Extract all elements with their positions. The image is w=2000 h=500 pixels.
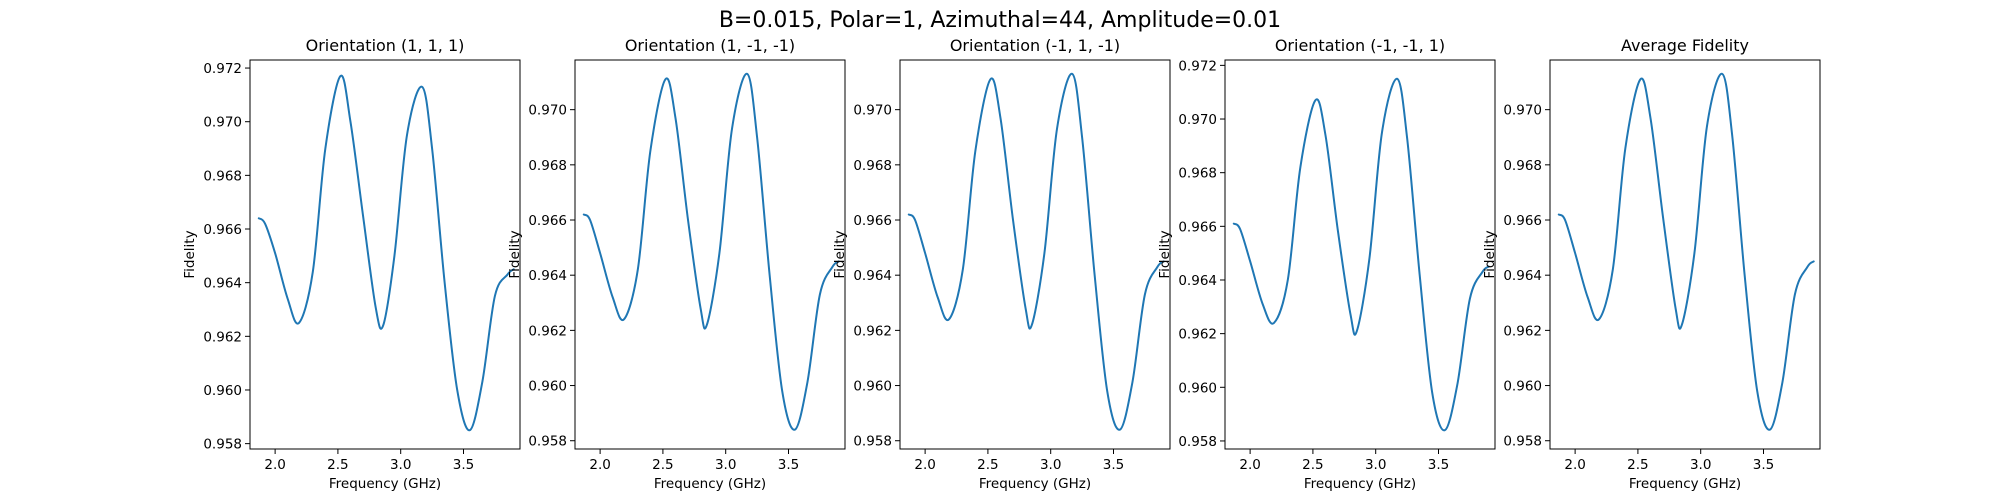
x-tick-label: 3.5 [453, 457, 474, 473]
y-tick-label: 0.958 [1503, 434, 1542, 450]
y-tick-label: 0.958 [528, 434, 567, 450]
y-tick-label: 0.964 [853, 268, 892, 284]
y-tick-label: 0.960 [528, 379, 567, 395]
x-tick-label: 3.0 [1365, 457, 1386, 473]
plot-frame [574, 59, 846, 450]
y-tick-label: 0.962 [528, 323, 567, 339]
subplot-title: Orientation (-1, -1, 1) [1275, 36, 1445, 55]
y-tick-label: 0.960 [1178, 380, 1217, 396]
fidelity-line [1232, 77, 1490, 432]
x-tick-label: 3.5 [1753, 457, 1774, 473]
y-tick-label: 0.970 [528, 103, 567, 119]
x-axis-label: Frequency (GHz) [979, 476, 1091, 492]
x-tick-label: 3.5 [1428, 457, 1449, 473]
x-tick-label: 3.0 [715, 457, 736, 473]
y-tick-label: 0.962 [1178, 327, 1217, 343]
y-tick-label: 0.962 [1503, 323, 1542, 339]
y-tick-label: 0.958 [853, 434, 892, 450]
x-tick-label: 2.5 [1302, 457, 1323, 473]
x-tick-label: 3.0 [1040, 457, 1061, 473]
y-tick-label: 0.968 [1503, 158, 1542, 174]
y-tick-label: 0.960 [203, 383, 242, 399]
plot-frame [899, 59, 1171, 450]
y-tick-label: 0.966 [203, 222, 242, 238]
y-axis-label: Fidelity [507, 230, 523, 278]
x-axis-label: Frequency (GHz) [1304, 476, 1416, 492]
x-tick-label: 3.5 [778, 457, 799, 473]
figure-suptitle: B=0.015, Polar=1, Azimuthal=44, Amplitud… [719, 8, 1281, 33]
fidelity-line [582, 72, 840, 431]
plot-frame [1549, 59, 1821, 450]
y-axis-label: Fidelity [1157, 230, 1173, 278]
y-tick-label: 0.964 [1503, 268, 1542, 284]
x-axis-label: Frequency (GHz) [329, 476, 441, 492]
y-tick-label: 0.960 [853, 379, 892, 395]
fidelity-line [257, 74, 515, 432]
x-axis-label: Frequency (GHz) [654, 476, 766, 492]
x-tick-label: 2.0 [589, 457, 610, 473]
y-tick-label: 0.964 [203, 276, 242, 292]
x-tick-label: 2.5 [652, 457, 673, 473]
y-axis-label: Fidelity [1482, 230, 1498, 278]
subplot-3: Orientation (-1, 1, -1) 2.0 2.5 3.0 3.5 0.958… [832, 36, 1171, 492]
y-tick-label: 0.968 [528, 158, 567, 174]
subplot-grid: Orientation (1, 1, 1) 2.0 2.5 3.0 3.5 0.958 0.… [182, 36, 1821, 492]
y-tick-label: 0.968 [853, 158, 892, 174]
x-tick-label: 2.5 [1627, 457, 1648, 473]
subplot-4: Orientation (-1, -1, 1) 2.0 2.5 3.0 3.5 0.958… [1157, 36, 1496, 492]
y-tick-label: 0.958 [1178, 434, 1217, 450]
subplot-5: Average Fidelity 2.0 2.5 3.0 3.5 0.958 0.960 0.… [1482, 36, 1821, 492]
y-tick-label: 0.970 [1178, 112, 1217, 128]
subplot-title: Average Fidelity [1621, 36, 1749, 55]
y-tick-label: 0.966 [853, 213, 892, 229]
y-tick-label: 0.970 [1503, 103, 1542, 119]
y-tick-label: 0.958 [203, 437, 242, 453]
x-tick-label: 2.0 [914, 457, 935, 473]
x-tick-label: 2.0 [264, 457, 285, 473]
y-tick-label: 0.972 [203, 61, 242, 77]
x-tick-label: 2.5 [327, 457, 348, 473]
subplot-2: Orientation (1, -1, -1) 2.0 2.5 3.0 3.5 0.958… [507, 36, 846, 492]
y-tick-label: 0.960 [1503, 379, 1542, 395]
subplot-title: Orientation (1, 1, 1) [306, 36, 465, 55]
x-tick-label: 3.0 [1690, 457, 1711, 473]
x-tick-label: 2.5 [977, 457, 998, 473]
y-tick-label: 0.972 [1178, 58, 1217, 74]
x-axis-label: Frequency (GHz) [1629, 476, 1741, 492]
y-tick-label: 0.968 [1178, 166, 1217, 182]
y-tick-label: 0.970 [203, 115, 242, 131]
y-axis-label: Fidelity [832, 230, 848, 278]
plot-frame [1224, 59, 1496, 450]
y-tick-label: 0.966 [1178, 219, 1217, 235]
y-tick-label: 0.964 [1178, 273, 1217, 289]
y-tick-label: 0.966 [1503, 213, 1542, 229]
plot-frame [249, 59, 521, 450]
y-tick-label: 0.962 [203, 329, 242, 345]
x-tick-label: 3.0 [390, 457, 411, 473]
y-tick-label: 0.968 [203, 168, 242, 184]
fidelity-line [1557, 72, 1815, 431]
x-tick-label: 2.0 [1564, 457, 1585, 473]
x-tick-label: 2.0 [1239, 457, 1260, 473]
subplot-title: Orientation (-1, 1, -1) [950, 36, 1120, 55]
y-axis-label: Fidelity [182, 230, 198, 278]
y-tick-label: 0.966 [528, 213, 567, 229]
y-tick-label: 0.964 [528, 268, 567, 284]
y-tick-label: 0.962 [853, 323, 892, 339]
x-tick-label: 3.5 [1103, 457, 1124, 473]
fidelity-line [907, 72, 1165, 431]
subplot-1: Orientation (1, 1, 1) 2.0 2.5 3.0 3.5 0.958 0.… [182, 36, 521, 492]
subplot-title: Orientation (1, -1, -1) [625, 36, 795, 55]
y-tick-label: 0.970 [853, 103, 892, 119]
